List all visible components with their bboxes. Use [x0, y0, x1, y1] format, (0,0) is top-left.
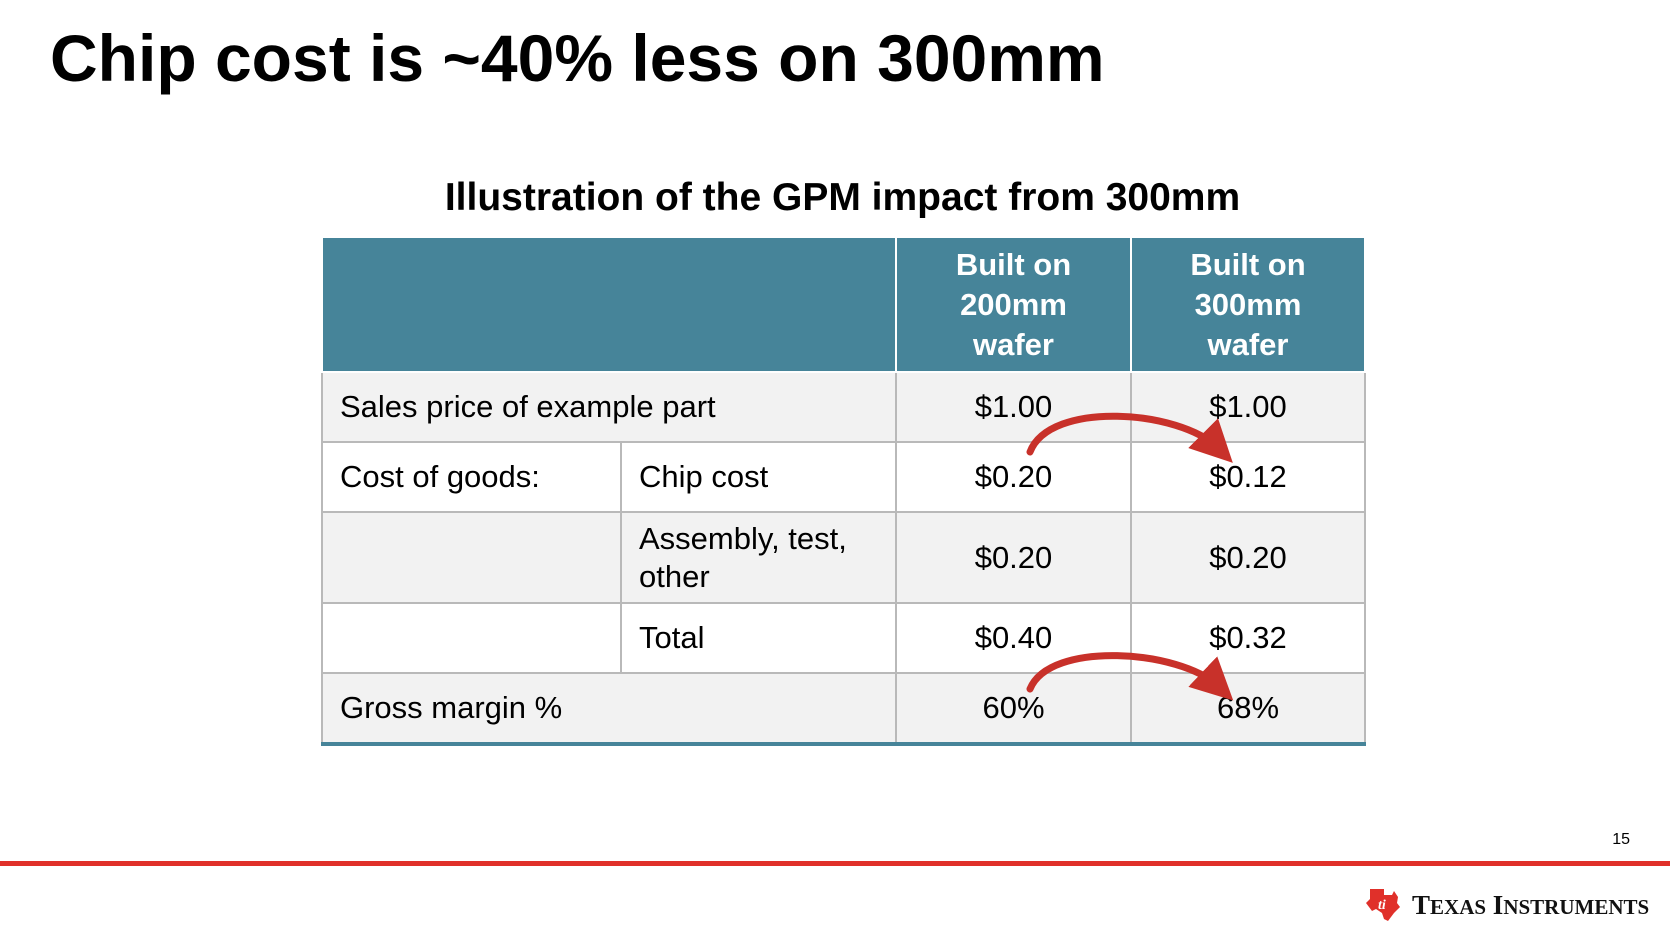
value-300mm: $0.32 — [1130, 602, 1366, 674]
header-200mm: Built on 200mm wafer — [895, 236, 1132, 373]
row-label: Sales price of example part — [321, 371, 897, 443]
texas-state-logo-icon: ti — [1366, 889, 1400, 921]
header-blank-cell — [321, 236, 897, 373]
row-label — [321, 511, 622, 604]
row-label: Cost of goods: — [321, 441, 622, 513]
footer-divider — [0, 861, 1670, 866]
value-200mm: $1.00 — [895, 371, 1132, 443]
value-300mm: 68% — [1130, 672, 1366, 746]
value-300mm: $0.12 — [1130, 441, 1366, 513]
row-sublabel: Assembly, test, other — [620, 511, 897, 604]
slide-title: Chip cost is ~40% less on 300mm — [50, 21, 1105, 95]
table-row-assembly: Assembly, test, other $0.20 $0.20 — [321, 511, 1366, 604]
row-sublabel: Total — [620, 602, 897, 674]
svg-text:ti: ti — [1378, 898, 1386, 913]
texas-instruments-logo: ti TEXAS INSTRUMENTS — [1364, 884, 1649, 926]
value-200mm: $0.20 — [895, 441, 1132, 513]
value-200mm: $0.40 — [895, 602, 1132, 674]
header-300mm: Built on 300mm wafer — [1130, 236, 1366, 373]
gpm-table: Built on 200mm wafer Built on 300mm wafe… — [321, 236, 1366, 746]
table-header-row: Built on 200mm wafer Built on 300mm wafe… — [321, 236, 1366, 373]
table-row-chip-cost: Cost of goods: Chip cost $0.20 $0.12 — [321, 441, 1366, 513]
table-title: Illustration of the GPM impact from 300m… — [444, 176, 1241, 219]
row-sublabel: Chip cost — [620, 441, 897, 513]
value-200mm: $0.20 — [895, 511, 1132, 604]
page-number: 15 — [1612, 831, 1630, 848]
table-row-total: Total $0.40 $0.32 — [321, 602, 1366, 674]
value-200mm: 60% — [895, 672, 1132, 746]
value-300mm: $0.20 — [1130, 511, 1366, 604]
logo-wordmark: TEXAS INSTRUMENTS — [1412, 889, 1650, 920]
row-label — [321, 602, 622, 674]
value-300mm: $1.00 — [1130, 371, 1366, 443]
table-row-sales-price: Sales price of example part $1.00 $1.00 — [321, 371, 1366, 443]
table-row-gross-margin: Gross margin % 60% 68% — [321, 672, 1366, 746]
row-label: Gross margin % — [321, 672, 897, 746]
